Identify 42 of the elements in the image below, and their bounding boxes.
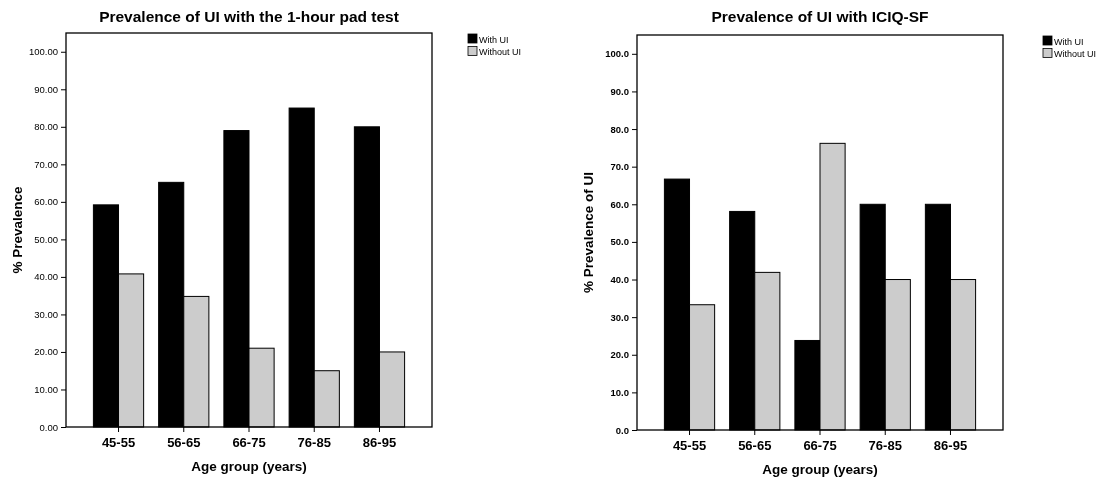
- y-tick-label: 40.00: [34, 271, 58, 283]
- x-tick-label: 56-65: [738, 437, 772, 453]
- x-tick-label: 76-85: [297, 434, 331, 450]
- y-tick-label: 60.0: [610, 198, 629, 210]
- legend-label: Without UI: [479, 47, 522, 57]
- chart-title: Prevalence of UI with ICIQ-SF: [711, 8, 929, 25]
- x-tick-label: 86-95: [362, 434, 397, 450]
- x-tick-label: 56-65: [167, 434, 201, 450]
- y-tick-label: 10.00: [34, 384, 58, 396]
- y-tick-label: 0.00: [39, 421, 58, 433]
- x-axis-title: Age group (years): [762, 462, 878, 477]
- legend-label: With UI: [1054, 36, 1084, 47]
- y-tick-label: 80.0: [610, 123, 629, 135]
- y-tick-label: 20.0: [610, 349, 629, 361]
- y-axis-title: % Prevalence of UI: [581, 172, 596, 293]
- y-tick-label: 0.0: [615, 424, 629, 436]
- y-tick-label: 30.0: [610, 311, 629, 323]
- x-tick-label: 45-55: [672, 437, 707, 453]
- x-tick-label: 86-95: [933, 437, 968, 453]
- y-tick-label: 30.00: [34, 308, 58, 320]
- chart-title: Prevalence of UI with the 1-hour pad test: [99, 8, 399, 25]
- x-tick-label: 76-85: [868, 437, 902, 453]
- y-tick-label: 70.0: [610, 161, 629, 173]
- y-tick-label: 10.0: [610, 386, 629, 398]
- x-tick-label: 66-75: [232, 434, 266, 450]
- y-tick-label: 90.0: [610, 85, 629, 97]
- legend-label: With UI: [479, 34, 509, 45]
- y-tick-label: 100.0: [605, 48, 629, 60]
- y-tick-label: 100.00: [28, 46, 58, 58]
- y-tick-label: 40.0: [610, 274, 629, 286]
- y-tick-label: 80.00: [34, 121, 58, 133]
- x-tick-label: 66-75: [803, 437, 837, 453]
- y-tick-label: 70.00: [34, 158, 58, 170]
- y-tick-label: 20.00: [34, 346, 58, 358]
- y-tick-label: 90.00: [34, 83, 58, 95]
- y-tick-label: 60.00: [34, 196, 58, 208]
- y-axis-title: % Prevalence: [10, 185, 25, 274]
- x-tick-label: 45-55: [101, 434, 136, 450]
- y-tick-label: 50.0: [610, 236, 629, 248]
- legend-label: Without UI: [1054, 49, 1097, 59]
- y-tick-label: 50.00: [34, 233, 58, 245]
- x-axis-title: Age group (years): [191, 459, 307, 474]
